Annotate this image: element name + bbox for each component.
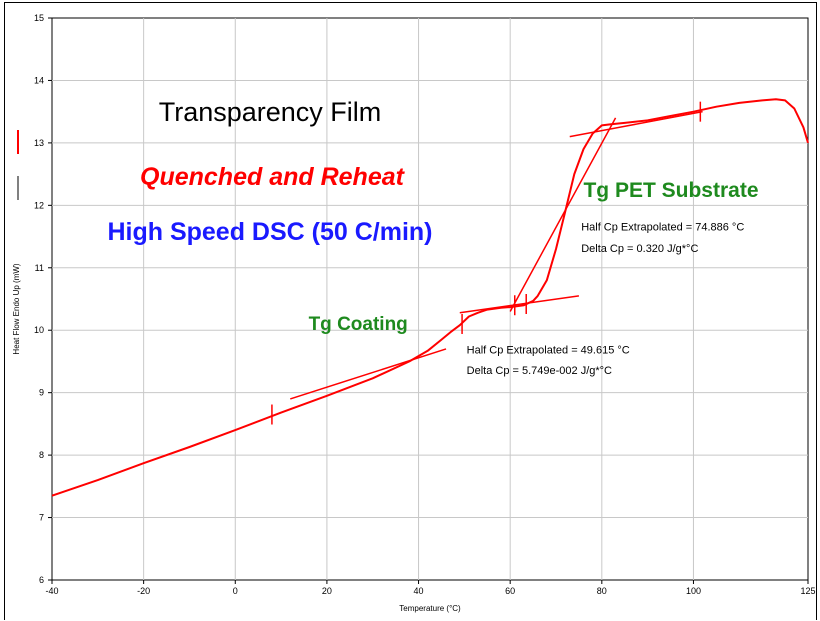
plot-area — [51, 17, 809, 581]
y-tick-label: 13 — [34, 138, 44, 148]
y-axis-title: Heat Flow Endo Up (mW) — [12, 263, 21, 354]
tangent-line — [290, 348, 447, 400]
series-line — [51, 98, 809, 497]
y-tick-label: 7 — [39, 513, 44, 523]
annotation-text: Tg Coating — [309, 314, 408, 335]
x-axis-title: Temperature (°C) — [399, 604, 461, 613]
y-tick-label: 9 — [39, 388, 44, 398]
x-tick-label: 125 — [800, 586, 815, 596]
y-tick-label: 14 — [34, 75, 44, 85]
x-tick-label: 0 — [233, 586, 238, 596]
tangent-line — [569, 110, 703, 138]
tangent-line — [459, 295, 580, 314]
annotation-text: Delta Cp = 5.749e-002 J/g*°C — [467, 365, 612, 377]
annotation-text: Tg PET Substrate — [583, 179, 758, 202]
y-tick-label: 10 — [34, 325, 44, 335]
y-tick-label: 15 — [34, 13, 44, 23]
x-tick-label: 20 — [322, 586, 332, 596]
y-tick-label: 12 — [34, 200, 44, 210]
x-tick-label: 80 — [597, 586, 607, 596]
x-tick-label: 100 — [686, 586, 701, 596]
chart-frame — [4, 2, 817, 620]
x-tick-label: 60 — [505, 586, 515, 596]
y-tick-label: 6 — [39, 575, 44, 585]
x-tick-label: -20 — [137, 586, 150, 596]
x-tick-label: 40 — [414, 586, 424, 596]
chart-title: Transparency Film — [159, 97, 382, 127]
y-tick-label: 11 — [35, 263, 44, 273]
annotation-text: Half Cp Extrapolated = 49.615 °C — [467, 344, 630, 356]
chart-subtitle-1: Quenched and Reheat — [140, 163, 406, 191]
annotation-text: Delta Cp = 0.320 J/g*°C — [581, 243, 698, 255]
chart-subtitle-2: High Speed DSC (50 C/min) — [107, 218, 432, 246]
x-tick-label: -40 — [45, 586, 58, 596]
y-tick-label: 8 — [39, 450, 44, 460]
annotation-text: Half Cp Extrapolated = 74.886 °C — [581, 221, 744, 233]
tangent-line — [509, 117, 617, 312]
